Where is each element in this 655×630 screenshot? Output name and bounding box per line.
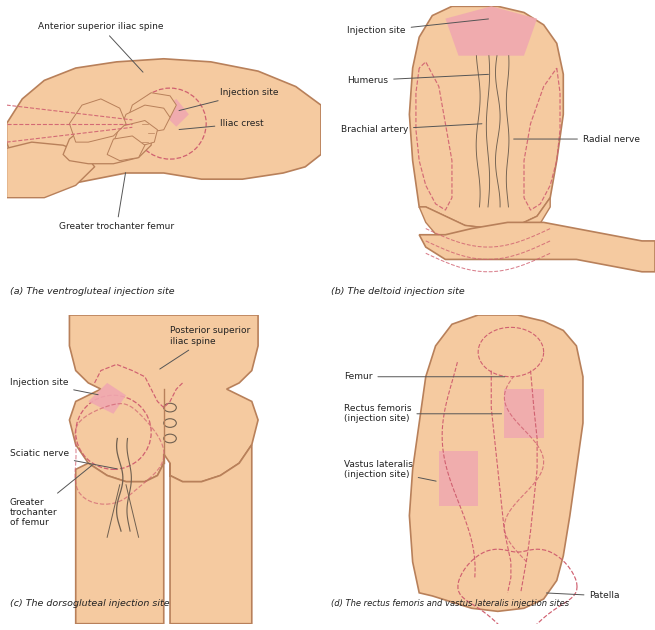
Polygon shape (7, 142, 94, 198)
Polygon shape (120, 105, 170, 133)
Polygon shape (107, 136, 145, 161)
Polygon shape (504, 389, 544, 438)
Polygon shape (7, 59, 321, 185)
Text: Vastus lateralis
(injection site): Vastus lateralis (injection site) (344, 460, 436, 481)
Text: Femur: Femur (344, 372, 505, 381)
Text: Patella: Patella (546, 592, 620, 600)
Text: Greater
trochanter
of femur: Greater trochanter of femur (10, 465, 92, 527)
Text: Injection site: Injection site (179, 88, 279, 111)
Polygon shape (419, 198, 550, 247)
Polygon shape (76, 463, 164, 624)
Polygon shape (409, 6, 563, 229)
Polygon shape (419, 222, 655, 272)
Text: Radial nerve: Radial nerve (514, 135, 640, 144)
Text: (d) The rectus femoris and vastus lateralis injection sites: (d) The rectus femoris and vastus latera… (331, 599, 569, 609)
Text: Anterior superior iliac spine: Anterior superior iliac spine (38, 22, 164, 72)
Text: Iliac crest: Iliac crest (179, 119, 264, 130)
Polygon shape (439, 451, 478, 507)
Polygon shape (63, 117, 151, 164)
Polygon shape (126, 93, 176, 123)
Polygon shape (170, 445, 252, 624)
Polygon shape (69, 99, 126, 142)
Text: Humerus: Humerus (347, 74, 489, 85)
Text: (b) The deltoid injection site: (b) The deltoid injection site (331, 287, 464, 297)
Text: (a) The ventrogluteal injection site: (a) The ventrogluteal injection site (10, 287, 174, 297)
Text: Injection site: Injection site (10, 379, 98, 395)
Text: (c) The dorsogluteal injection site: (c) The dorsogluteal injection site (10, 599, 170, 609)
Polygon shape (88, 383, 126, 414)
Text: Rectus femoris
(injection site): Rectus femoris (injection site) (344, 404, 502, 423)
Polygon shape (69, 315, 258, 482)
Polygon shape (409, 315, 583, 611)
Polygon shape (445, 6, 537, 55)
Text: Greater trochanter femur: Greater trochanter femur (59, 173, 174, 231)
Text: Sciatic nerve: Sciatic nerve (10, 449, 117, 469)
Text: Posterior superior
iliac spine: Posterior superior iliac spine (160, 326, 250, 369)
Text: Brachial artery: Brachial artery (341, 123, 482, 134)
Text: Injection site: Injection site (347, 19, 489, 35)
Polygon shape (113, 120, 157, 148)
Polygon shape (160, 99, 189, 127)
